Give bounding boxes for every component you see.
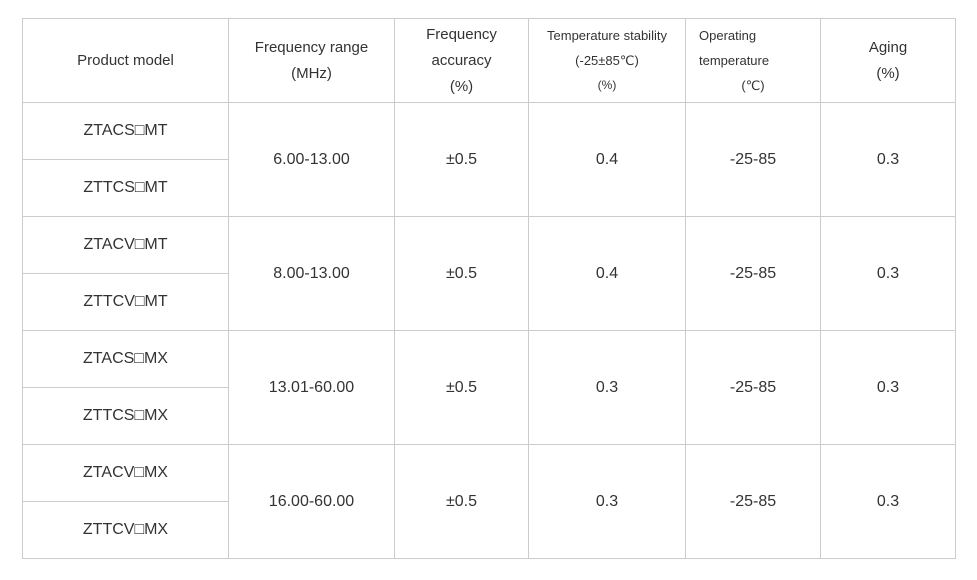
header-line: Frequency [426,25,497,43]
cell-product-model: ZTACS□MT [22,102,229,160]
table-row: ZTTCV□MT [22,273,956,331]
cell-product-model: ZTTCV□MT [22,273,229,331]
cell-aging: 0.3 [820,102,956,217]
table-row: ZTACV□MX 16.00-60.00 ±0.5 0.3 -25-85 0.3 [22,444,956,559]
cell-frequency-accuracy: ±0.5 [394,330,529,445]
cell-product-model: ZTTCS□MX [22,387,229,445]
table-row: ZTACS□MX 13.01-60.00 ±0.5 0.3 -25-85 0.3 [22,330,956,445]
table-row: ZTTCS□MT [22,159,956,217]
cell-aging: 0.3 [820,444,956,559]
stray-dot-artifact: . [643,9,647,24]
cell-product-model: ZTTCV□MX [22,501,229,559]
header-operating-temperature: Operating temperature (℃) [685,18,821,103]
header-line: (-25±85℃) [575,53,639,68]
table-row: ZTACS□MT 6.00-13.00 ±0.5 0.4 -25-85 0.3 [22,102,956,217]
cell-product-model: ZTACV□MX [22,444,229,502]
header-line: accuracy [431,51,492,69]
header-line: Aging [868,38,908,56]
header-line: (%) [876,64,900,82]
cell-frequency-range: 13.01-60.00 [228,330,395,445]
product-spec-table: Product model Frequency range (MHz) Freq… [22,18,956,559]
table-row: ZTACV□MT 8.00-13.00 ±0.5 0.4 -25-85 0.3 [22,216,956,331]
header-line: (%) [449,77,474,95]
cell-frequency-accuracy: ±0.5 [394,444,529,559]
cell-temperature-stability: 0.3 [528,444,686,559]
header-frequency-range: Frequency range (MHz) [228,18,395,103]
cell-operating-temperature: -25-85 [685,330,821,445]
cell-aging: 0.3 [820,216,956,331]
cell-product-model: ZTACS□MX [22,330,229,388]
header-aging: Aging (%) [820,18,956,103]
cell-temperature-stability: 0.4 [528,216,686,331]
header-frequency-accuracy: Frequency accuracy (%) [394,18,529,103]
cell-frequency-range: 6.00-13.00 [228,102,395,217]
header-row: Product model Frequency range (MHz) Freq… [22,18,956,103]
cell-temperature-stability: 0.3 [528,330,686,445]
header-line: temperature [699,53,770,68]
header-line: (%) [597,78,617,92]
header-line: Temperature stability [547,28,667,43]
cell-frequency-accuracy: ±0.5 [394,216,529,331]
cell-aging: 0.3 [820,330,956,445]
cell-frequency-range: 16.00-60.00 [228,444,395,559]
cell-temperature-stability: 0.4 [528,102,686,217]
cell-operating-temperature: -25-85 [685,102,821,217]
cell-frequency-range: 8.00-13.00 [228,216,395,331]
header-line: (MHz) [291,64,332,82]
cell-operating-temperature: -25-85 [685,444,821,559]
header-temperature-stability: Temperature stability (-25±85℃) (%) [528,18,686,103]
cell-product-model: ZTTCS□MT [22,159,229,217]
table-row: ZTTCV□MX [22,501,956,559]
header-product-model: Product model [22,18,229,103]
cell-operating-temperature: -25-85 [685,216,821,331]
table-row: ZTTCS□MX [22,387,956,445]
header-line: (℃) [741,78,765,93]
header-line: Operating [699,28,757,43]
cell-frequency-accuracy: ±0.5 [394,102,529,217]
header-line: Frequency range [254,38,369,56]
cell-product-model: ZTACV□MT [22,216,229,274]
header-line: Product model [77,51,174,69]
